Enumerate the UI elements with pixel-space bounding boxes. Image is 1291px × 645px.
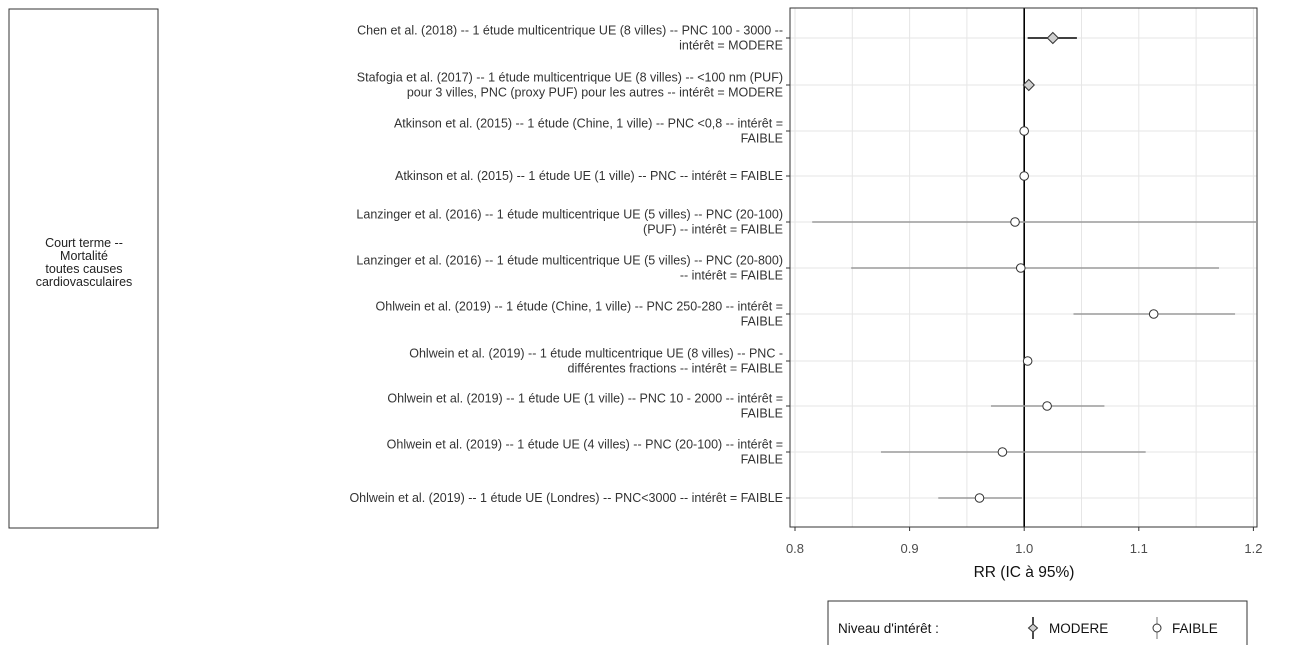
point-estimate-circle (1022, 356, 1033, 366)
study-label: Atkinson et al. (2015) -- 1 étude (Chine… (394, 117, 783, 131)
x-tick-label: 0.8 (786, 541, 804, 556)
point-estimate-circle (1148, 309, 1159, 319)
study-label: (PUF) -- intérêt = FAIBLE (643, 223, 783, 237)
study-label: FAIBLE (741, 453, 783, 467)
study-label: FAIBLE (741, 132, 783, 146)
x-tick-label: 1.2 (1244, 541, 1262, 556)
study-label: Lanzinger et al. (2016) -- 1 étude multi… (356, 254, 783, 268)
study-label: Ohlwein et al. (2019) -- 1 étude multice… (409, 347, 783, 361)
point-estimate-circle (997, 447, 1008, 457)
group-label: Court terme -- (45, 236, 123, 250)
study-label: Ohlwein et al. (2019) -- 1 étude UE (Lon… (349, 491, 783, 505)
group-label: Mortalité (60, 249, 108, 263)
study-label: Lanzinger et al. (2016) -- 1 étude multi… (356, 208, 783, 222)
study-label: Stafogia et al. (2017) -- 1 étude multic… (357, 71, 783, 85)
study-label: Ohlwein et al. (2019) -- 1 étude UE (4 v… (387, 438, 783, 452)
legend-box (827, 600, 1248, 645)
study-label: Atkinson et al. (2015) -- 1 étude UE (1 … (395, 169, 783, 183)
x-tick-label: 0.9 (901, 541, 919, 556)
legend-item-label: FAIBLE (1172, 621, 1218, 636)
point-estimate-circle (1019, 171, 1029, 181)
legend-item-label: MODERE (1049, 621, 1108, 636)
group-strip (8, 8, 159, 529)
point-estimate-circle (1010, 217, 1020, 227)
x-tick-label: 1.1 (1130, 541, 1148, 556)
study-label: Chen et al. (2018) -- 1 étude multicentr… (357, 24, 783, 38)
point-estimate-circle (974, 493, 985, 503)
study-label: différentes fractions -- intérêt = FAIBL… (568, 362, 784, 376)
study-label: intérêt = MODERE (679, 39, 783, 53)
study-label: FAIBLE (741, 407, 783, 421)
point-estimate-circle (1019, 126, 1029, 136)
point-estimate-circle (1015, 263, 1026, 273)
legend-key-circle (1152, 623, 1162, 633)
group-label: toutes causes (45, 262, 122, 276)
study-label: Ohlwein et al. (2019) -- 1 étude UE (1 v… (387, 392, 783, 406)
group-label: cardiovasculaires (36, 275, 133, 289)
x-tick-label: 1.0 (1015, 541, 1033, 556)
study-label: Ohlwein et al. (2019) -- 1 étude (Chine,… (376, 300, 783, 314)
study-label: pour 3 villes, PNC (proxy PUF) pour les … (407, 86, 783, 100)
legend-title: Niveau d'intérêt : (838, 621, 939, 636)
study-label: FAIBLE (741, 315, 783, 329)
point-estimate-diamond (1046, 31, 1060, 45)
study-label: -- intérêt = FAIBLE (680, 269, 783, 283)
legend-key-diamond (1027, 623, 1039, 633)
x-axis-title: RR (IC à 95%) (974, 564, 1075, 581)
point-estimate-circle (1042, 401, 1052, 411)
point-estimate-diamond (1022, 78, 1035, 92)
